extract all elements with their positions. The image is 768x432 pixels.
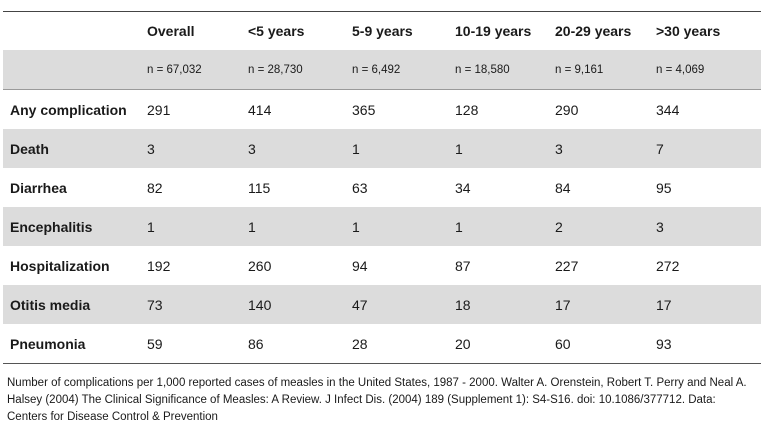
table-row: Encephalitis 1 1 1 1 2 3 (3, 207, 761, 246)
table-cell: 365 (352, 101, 376, 118)
table-cell: 93 (649, 324, 761, 364)
table-cell: 63 (352, 179, 368, 196)
sample-size-overall: n = 67,032 (140, 50, 241, 90)
table-cell: 1 (448, 129, 548, 168)
table-cell: 140 (241, 285, 345, 324)
table-cell: 3 (140, 129, 241, 168)
table-row: Diarrhea 82 115 63 34 84 95 (3, 168, 761, 207)
row-label: Diarrhea (10, 179, 67, 196)
sample-size-over-30: n = 4,069 (649, 50, 761, 90)
sample-size-blank (3, 50, 140, 90)
table-cell: 3 (548, 129, 649, 168)
table-body: Any complication 291 414 365 128 290 344 Death 3… (3, 90, 761, 364)
table-cell: 3 (241, 129, 345, 168)
column-header-blank (3, 12, 140, 51)
table-cell: 2 (548, 207, 649, 246)
table-cell: 59 (140, 324, 241, 364)
column-header-20-29: 20-29 years (555, 23, 632, 39)
table-cell: 1 (241, 207, 345, 246)
table-cell: 291 (147, 101, 171, 118)
sample-size-10-19: n = 18,580 (448, 50, 548, 90)
table-cell: 192 (147, 257, 171, 274)
row-label: Hospitalization (10, 257, 110, 274)
table-row: Death 3 3 1 1 3 7 (3, 129, 761, 168)
sample-size-under-5: n = 28,730 (241, 50, 345, 90)
table-row: Any complication 291 414 365 128 290 344 (3, 90, 761, 130)
complications-table: Overall <5 years 5-9 years 10-19 years 2… (3, 11, 761, 364)
table-cell: 272 (656, 257, 680, 274)
table-cell: 18 (448, 285, 548, 324)
table-cell: 47 (345, 285, 448, 324)
table-cell: 87 (455, 257, 471, 274)
table-cell: 7 (649, 129, 761, 168)
table-cell: 28 (345, 324, 448, 364)
table-cell: 414 (248, 101, 272, 118)
table-row: Otitis media 73 140 47 18 17 17 (3, 285, 761, 324)
column-header-under-5: <5 years (248, 23, 305, 39)
row-label: Otitis media (3, 285, 140, 324)
column-header-5-9: 5-9 years (352, 23, 413, 39)
column-header-row: Overall <5 years 5-9 years 10-19 years 2… (3, 11, 761, 51)
table-cell: 17 (649, 285, 761, 324)
table-cell: 34 (455, 179, 471, 196)
table-caption: Number of complications per 1,000 report… (7, 377, 747, 423)
table-cell: 290 (555, 101, 579, 118)
sample-size-20-29: n = 9,161 (548, 50, 649, 90)
column-header-10-19: 10-19 years (455, 23, 532, 39)
row-label: Any complication (10, 101, 127, 118)
table-cell: 128 (455, 101, 479, 118)
table-cell: 1 (140, 207, 241, 246)
table-cell: 260 (248, 257, 272, 274)
sample-size-row: n = 67,032 n = 28,730 n = 6,492 n = 18,5… (3, 50, 761, 90)
table-cell: 115 (248, 179, 271, 196)
table-cell: 344 (656, 101, 680, 118)
table-cell: 73 (140, 285, 241, 324)
table-cell: 94 (352, 257, 368, 274)
sample-size-5-9: n = 6,492 (345, 50, 448, 90)
table-cell: 95 (656, 179, 672, 196)
table-cell: 20 (448, 324, 548, 364)
table-cell: 84 (555, 179, 571, 196)
table-cell: 86 (241, 324, 345, 364)
row-label: Death (3, 129, 140, 168)
column-header-overall: Overall (147, 23, 195, 39)
table-cell: 3 (649, 207, 761, 246)
table-cell: 1 (345, 129, 448, 168)
table-cell: 227 (555, 257, 579, 274)
table-cell: 1 (448, 207, 548, 246)
row-label: Encephalitis (3, 207, 140, 246)
table-cell: 17 (548, 285, 649, 324)
table-cell: 82 (147, 179, 163, 196)
table-cell: 60 (548, 324, 649, 364)
row-label: Pneumonia (3, 324, 140, 364)
table-cell: 1 (345, 207, 448, 246)
table-row: Hospitalization 192 260 94 87 227 272 (3, 246, 761, 285)
table-row: Pneumonia 59 86 28 20 60 93 (3, 324, 761, 364)
column-header-over-30: >30 years (656, 23, 721, 39)
